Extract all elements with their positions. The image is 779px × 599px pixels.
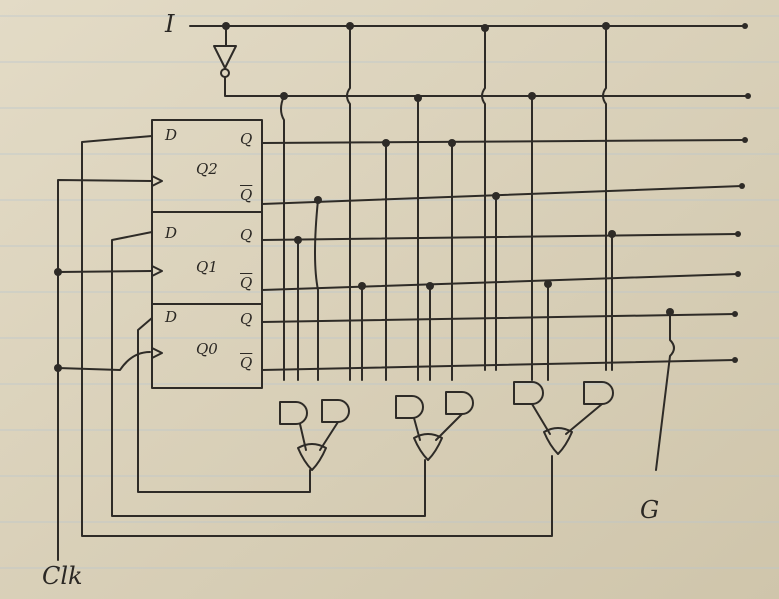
wire-d1-feedback [111, 231, 426, 517]
flipflop-q2-name: Q2 [196, 160, 218, 178]
or-gate-1 [297, 443, 327, 471]
flipflop-q0-box [151, 303, 263, 389]
wire-q0-bar [261, 359, 736, 371]
wire-d2-feedback [81, 135, 553, 537]
flipflop-q2-d-label: D [165, 126, 178, 144]
input-label: I [165, 10, 175, 38]
junction-dots [54, 22, 751, 372]
wire-q1 [261, 233, 739, 241]
wire-clk-q2 [57, 179, 153, 561]
wire-q0 [261, 313, 736, 323]
wire-i-bar [224, 76, 749, 97]
clock-label: Clk [42, 562, 83, 590]
clock-triangle-q2 [151, 175, 163, 187]
circuit-ink [54, 22, 751, 561]
wire-d0-feedback [137, 317, 311, 493]
clock-triangle-q0 [151, 347, 163, 359]
flipflop-q0-q-label: Q [240, 310, 253, 328]
flipflop-q2-q-label: Q [240, 130, 253, 148]
inverter-triangle [213, 45, 237, 69]
flipflop-q1-d-label: D [165, 224, 178, 242]
wire-and-or-2 [413, 413, 463, 441]
or-gate-2 [413, 433, 443, 461]
tap-4 [346, 25, 351, 381]
flipflop-q1-qbar-label: Q [240, 274, 253, 292]
flipflop-q2-qbar-label: Q [240, 186, 253, 204]
and-gate-1 [279, 401, 308, 425]
flipflop-q0-d-label: D [165, 308, 178, 326]
flipflop-q0-qbar-label: Q [240, 354, 253, 372]
tap-3 [314, 199, 319, 381]
or-gate-3 [543, 427, 573, 455]
wire-clk-q0 [57, 351, 151, 371]
wire-q2-bar [261, 185, 743, 205]
wire-output-g [655, 311, 675, 471]
flipflop-q1-name: Q1 [196, 258, 218, 276]
output-label: G [640, 496, 660, 524]
wire-clk-q1 [57, 270, 153, 273]
wire-q1-bar [261, 273, 739, 291]
flipflop-q0-name: Q0 [196, 340, 218, 358]
tap-10 [481, 27, 486, 371]
flipflop-q1-q-label: Q [240, 226, 253, 244]
wire-and-or-3 [531, 403, 603, 435]
clock-triangle-q1 [151, 265, 163, 277]
wire-q2 [261, 139, 746, 144]
wire-and-or-1 [299, 421, 339, 451]
tap-14 [602, 25, 607, 371]
and-gate-3 [395, 395, 424, 419]
